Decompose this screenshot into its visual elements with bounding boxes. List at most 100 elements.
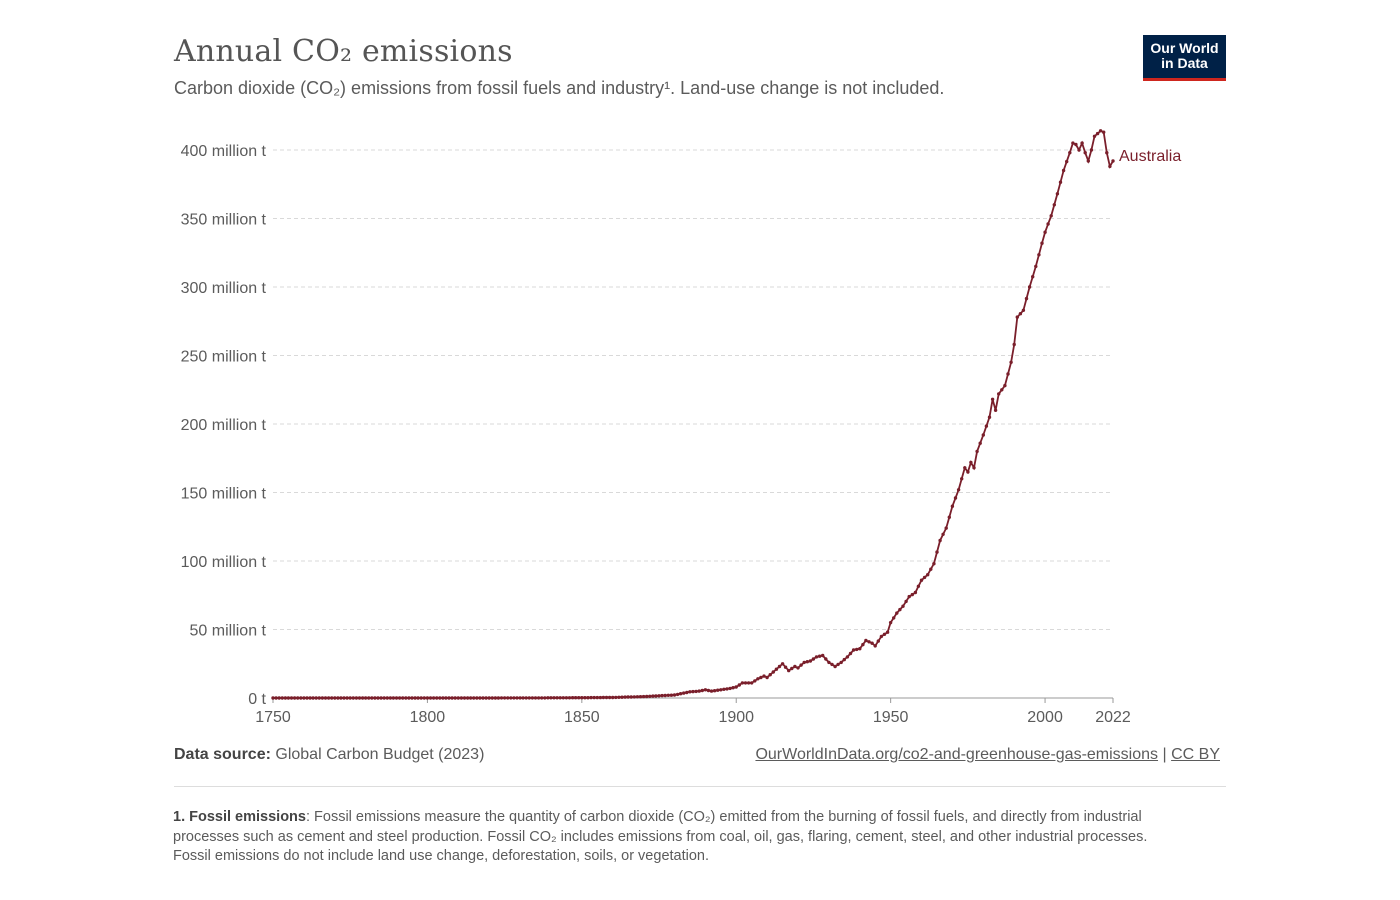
data-point (762, 674, 766, 678)
data-point (796, 666, 800, 670)
data-point (990, 397, 995, 401)
data-point (308, 696, 312, 700)
data-point (472, 696, 476, 700)
data-point (1037, 253, 1041, 257)
series-line (273, 129, 1114, 699)
data-point (780, 662, 785, 666)
data-point (317, 696, 321, 700)
data-point (851, 648, 856, 652)
data-point (703, 688, 708, 692)
data-point (428, 696, 433, 700)
owid-logo[interactable]: Our World in Data (1143, 35, 1226, 81)
data-point (1074, 142, 1078, 147)
y-tick-label: 100 million t (181, 554, 267, 571)
data-point (805, 660, 809, 664)
data-point (1006, 372, 1010, 376)
source-link[interactable]: OurWorldInData.org/co2-and-greenhouse-ga… (755, 746, 1159, 763)
data-point (1049, 214, 1053, 218)
data-point (1034, 264, 1038, 269)
data-point (777, 664, 782, 669)
data-point (910, 592, 914, 597)
data-point (543, 696, 547, 700)
data-point (274, 696, 278, 700)
data-point (830, 662, 834, 667)
logo-line-1: Our World (1150, 40, 1219, 56)
data-point (342, 696, 346, 700)
data-point (842, 657, 846, 662)
line-chart: 0 t 50 million t 100 million t 150 million … (181, 129, 1181, 726)
data-point (601, 695, 606, 700)
data-point (963, 466, 967, 470)
data-point (861, 642, 865, 647)
data-point (1077, 148, 1081, 152)
data-point (734, 685, 738, 689)
data-point (478, 696, 482, 700)
data-point (725, 687, 729, 691)
data-point (1003, 383, 1007, 388)
license-link[interactable]: CC BY (1171, 746, 1220, 763)
data-point (827, 660, 831, 665)
data-point (799, 663, 803, 667)
data-point (663, 693, 667, 698)
data-point (592, 695, 596, 700)
data-point (339, 696, 343, 700)
x-tick-label: 1800 (410, 709, 446, 726)
data-point (623, 695, 627, 699)
y-tick-label: 50 million t (190, 623, 267, 640)
data-point (583, 696, 587, 700)
data-point (462, 696, 467, 700)
data-point (1089, 148, 1094, 152)
data-point (858, 647, 862, 651)
data-point (573, 696, 578, 700)
data-point (855, 647, 859, 652)
data-point (966, 470, 970, 474)
data-point (660, 693, 664, 698)
data-point (388, 696, 393, 700)
data-point (320, 696, 325, 700)
data-point (950, 504, 955, 508)
data-point (882, 632, 887, 636)
data-point (870, 641, 874, 645)
data-point (487, 696, 491, 700)
data-point (1031, 275, 1035, 279)
y-tick-label: 350 million t (181, 212, 267, 229)
data-point (953, 496, 958, 500)
data-point (907, 594, 911, 599)
link-separator: | (1162, 746, 1167, 763)
data-point (1040, 241, 1044, 245)
data-point (604, 695, 609, 700)
data-point (756, 677, 760, 681)
data-point (419, 696, 423, 700)
data-point (280, 696, 284, 700)
data-point (323, 696, 328, 700)
data-point (413, 696, 417, 700)
data-point (611, 695, 615, 700)
data-point (947, 515, 951, 519)
data-point (333, 696, 337, 700)
x-tick-label: 1950 (873, 709, 909, 726)
data-point (790, 666, 794, 671)
data-point (938, 538, 942, 543)
data-point (345, 696, 349, 700)
data-point (1058, 180, 1063, 184)
data-point (675, 692, 680, 697)
data-point (394, 696, 399, 700)
data-point (515, 696, 519, 700)
data-point (929, 567, 933, 571)
data-point (360, 696, 365, 700)
data-point (993, 408, 998, 412)
data-point (552, 696, 556, 700)
data-point (524, 696, 528, 700)
data-point (743, 681, 748, 685)
data-point (700, 688, 704, 693)
data-point (1027, 285, 1032, 289)
data-point (580, 696, 584, 700)
source-text: Global Carbon Budget (2023) (275, 746, 485, 763)
data-point (1061, 168, 1066, 173)
data-point (546, 696, 550, 700)
data-point (654, 694, 658, 698)
footnote: 1. Fossil emissions: Fossil emissions me… (173, 808, 1173, 867)
data-point (468, 696, 473, 700)
data-point (987, 415, 992, 419)
data-point (645, 694, 649, 699)
